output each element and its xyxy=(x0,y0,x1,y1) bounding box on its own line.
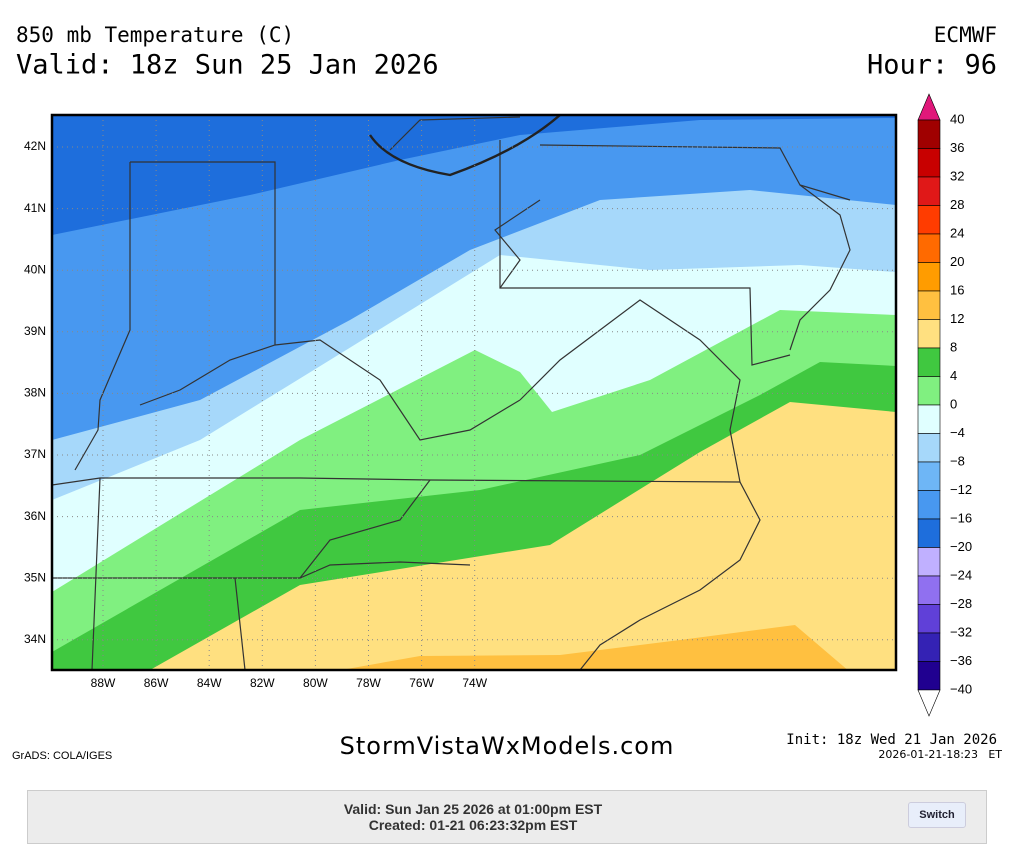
colorbar-band xyxy=(917,604,941,634)
colorbar-band xyxy=(917,290,941,320)
lat-label: 37N xyxy=(24,447,46,461)
colorbar-band xyxy=(917,376,941,406)
colorbar-label: −24 xyxy=(950,567,972,582)
lat-label: 41N xyxy=(24,201,46,215)
title: 850 mb Temperature (C) xyxy=(16,23,294,47)
lon-label: 88W xyxy=(91,676,116,690)
colorbar-label: 36 xyxy=(950,140,964,155)
lat-label: 35N xyxy=(24,570,46,584)
colorbar-label: 28 xyxy=(950,197,964,212)
colorbar-band xyxy=(917,176,941,206)
colorbar-band xyxy=(917,404,941,434)
colorbar-band xyxy=(917,490,941,520)
colorbar-label: 16 xyxy=(950,282,964,297)
colorbar-band xyxy=(917,661,941,691)
lat-label: 39N xyxy=(24,324,46,338)
lat-label: 42N xyxy=(24,139,46,153)
colorbar-label: −40 xyxy=(950,681,972,696)
map-fill xyxy=(52,115,896,670)
lon-label: 80W xyxy=(303,676,328,690)
map-figure: 850 mb Temperature (C) Valid: 18z Sun 25… xyxy=(12,23,1002,762)
colorbar-label: 0 xyxy=(950,396,957,411)
colorbar-band xyxy=(917,262,941,292)
colorbar-label: 24 xyxy=(950,225,964,240)
colorbar: 4036322824201612840−4−8−12−16−20−24−28−3… xyxy=(917,93,972,717)
lon-label: 74W xyxy=(462,676,487,690)
lat-label: 34N xyxy=(24,632,46,646)
colorbar-label: −8 xyxy=(950,453,965,468)
colorbar-label: −20 xyxy=(950,539,972,554)
colorbar-band xyxy=(917,632,941,662)
colorbar-label: 40 xyxy=(950,111,964,126)
colorbar-band xyxy=(917,148,941,178)
model-name: ECMWF xyxy=(934,23,997,47)
colorbar-band xyxy=(917,461,941,491)
lat-label: 36N xyxy=(24,509,46,523)
colorbar-label: −12 xyxy=(950,482,972,497)
lat-label: 40N xyxy=(24,262,46,276)
lon-label: 78W xyxy=(356,676,381,690)
init-time: Init: 18z Wed 21 Jan 2026 xyxy=(786,732,997,748)
colorbar-top-arrow xyxy=(917,93,941,121)
colorbar-band xyxy=(917,433,941,463)
colorbar-label: −16 xyxy=(950,510,972,525)
valid-time: Valid: 18z Sun 25 Jan 2026 xyxy=(16,50,439,81)
colorbar-band xyxy=(917,575,941,605)
map-frame xyxy=(50,113,898,672)
forecast-hour: Hour: 96 xyxy=(867,50,997,81)
lon-label: 76W xyxy=(409,676,434,690)
grads-credit: GrADS: COLA/IGES xyxy=(12,750,112,762)
lat-label: 38N xyxy=(24,386,46,400)
colorbar-label: 32 xyxy=(950,168,964,183)
colorbar-band xyxy=(917,119,941,149)
lon-label: 82W xyxy=(250,676,275,690)
lon-label: 86W xyxy=(144,676,169,690)
colorbar-label: 12 xyxy=(950,311,964,326)
colorbar-label: −36 xyxy=(950,653,972,668)
site-name: StormVistaWxModels.com xyxy=(340,732,675,760)
colorbar-band xyxy=(917,547,941,577)
info-panel: Valid: Sun Jan 25 2026 at 01:00pm EST Cr… xyxy=(27,790,987,844)
colorbar-label: 4 xyxy=(950,368,957,383)
colorbar-label: −32 xyxy=(950,624,972,639)
colorbar-band xyxy=(917,319,941,349)
colorbar-bottom-arrow xyxy=(917,689,941,717)
created-stamp: 2026-01-21-18:23 xyxy=(878,748,978,761)
colorbar-band xyxy=(917,518,941,548)
lon-label: 84W xyxy=(197,676,222,690)
timezone: ET xyxy=(988,748,1002,761)
switch-button[interactable]: Switch xyxy=(908,802,966,828)
colorbar-label: 8 xyxy=(950,339,957,354)
panel-created: Created: 01-21 06:23:32pm EST xyxy=(368,817,578,833)
colorbar-band xyxy=(917,233,941,263)
colorbar-label: −28 xyxy=(950,596,972,611)
colorbar-label: 20 xyxy=(950,254,964,269)
colorbar-band xyxy=(917,205,941,235)
colorbar-band xyxy=(917,347,941,377)
colorbar-label: −4 xyxy=(950,425,965,440)
panel-valid: Valid: Sun Jan 25 2026 at 01:00pm EST xyxy=(343,801,603,817)
graticule xyxy=(52,115,896,670)
